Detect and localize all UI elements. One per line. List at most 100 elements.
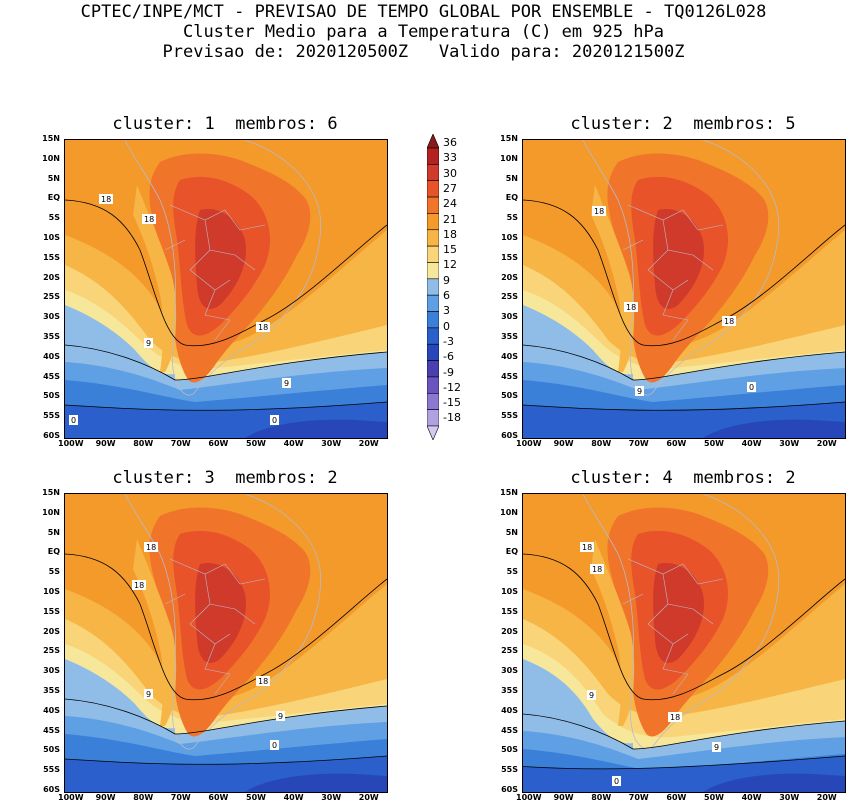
colorbar-swatch (426, 343, 440, 361)
lon-tick-label: 60W (666, 793, 687, 802)
svg-text:9: 9 (146, 690, 151, 699)
svg-text:18: 18 (724, 317, 734, 326)
lon-tick-label: 30W (779, 439, 800, 448)
lat-tick-label: 15N (42, 488, 60, 497)
colorbar-level-label: 33 (443, 151, 457, 165)
colorbar-level-label: 27 (443, 181, 457, 195)
contour-9 (523, 713, 845, 750)
colorbar-swatch (426, 392, 440, 410)
lon-tick-label: 70W (170, 439, 191, 448)
map-panel-2: 18 18 18 9 0 (522, 139, 846, 439)
contour-9 (523, 344, 845, 381)
cool-tongue (65, 305, 175, 384)
contour-18 (65, 199, 387, 347)
svg-text:18: 18 (101, 195, 111, 204)
lat-tick-label: 15S (43, 606, 60, 616)
colorbar-level-label: 9 (443, 273, 450, 287)
lon-tick-label: 30W (321, 793, 342, 802)
lon-tick-label: 30W (779, 793, 800, 802)
lat-tick-label: EQ (47, 193, 60, 203)
colorbar-level-label: -6 (443, 350, 454, 364)
lat-tick-label: 15N (500, 488, 518, 497)
colorbar-level-label: -3 (443, 334, 454, 348)
header-line-2: Cluster Medio para a Temperatura (C) em … (182, 22, 665, 42)
lat-tick-label: 40S (43, 351, 60, 361)
lat-tick-label: 15S (501, 252, 518, 262)
contour-0 (65, 755, 387, 765)
contour-label: 18 (142, 214, 156, 224)
contour-label: 18 (256, 676, 270, 686)
lon-tick-label: 70W (628, 439, 649, 448)
svg-text:9: 9 (146, 339, 151, 348)
coastline (124, 494, 322, 750)
colorbar-level-label: -9 (443, 365, 454, 379)
lon-tick-label: 100W (516, 439, 542, 448)
svg-text:9: 9 (637, 387, 642, 396)
coastline (582, 494, 780, 750)
colorbar-level-label: 3 (443, 304, 450, 318)
contour-label: 9 (587, 690, 596, 700)
coastline (124, 140, 322, 396)
svg-text:18: 18 (670, 713, 680, 722)
colorbar-swatch (426, 311, 440, 329)
lon-tick-label: 80W (591, 793, 612, 802)
lon-tick-label: 90W (553, 793, 574, 802)
contour-label: 9 (276, 711, 285, 721)
lon-tick-label: 80W (133, 439, 154, 448)
svg-text:18: 18 (626, 303, 636, 312)
lat-tick-label: EQ (505, 193, 518, 203)
contour-9 (65, 698, 387, 735)
country-borders (164, 558, 266, 695)
lat-tick-label: 5S (48, 567, 60, 577)
lat-tick-label: 10N (42, 507, 60, 517)
colorbar-level-label: 0 (443, 319, 450, 333)
colorbar-level-label: 24 (443, 197, 457, 211)
lat-tick-label: 40S (501, 705, 518, 715)
band-minus-3 (245, 773, 387, 792)
lat-tick-label: 35S (501, 686, 518, 695)
lat-tick-label: 10S (43, 233, 60, 242)
lat-tick-label: 10S (43, 587, 60, 596)
colorbar-swatch (426, 360, 440, 378)
svg-text:18: 18 (144, 215, 154, 224)
andes-cool (133, 185, 177, 372)
colorbar-swatch (426, 278, 440, 296)
lon-tick-label: 70W (628, 793, 649, 802)
colorbar-swatch (426, 294, 440, 312)
lon-tick-label: 70W (170, 793, 191, 802)
band-minus-3 (703, 419, 845, 438)
lon-tick-label: 100W (58, 439, 84, 448)
lat-tick-label: EQ (505, 547, 518, 557)
svg-text:0: 0 (614, 777, 619, 786)
lon-tick-label: 30W (321, 439, 342, 448)
colorbar-swatch (426, 327, 440, 345)
map-panel-1: 18 18 18 9 9 0 0 (64, 139, 388, 439)
contour-label: 0 (270, 740, 279, 750)
contour-label: 0 (270, 415, 279, 425)
lat-tick-label: 55S (43, 765, 60, 775)
contour-label: 0 (612, 776, 621, 786)
lat-tick-label: 5N (47, 173, 60, 183)
lat-tick-label: 20S (501, 626, 518, 636)
lon-tick-label: 90W (553, 439, 574, 448)
lat-tick-label: 5S (506, 567, 518, 577)
contour-label: 18 (624, 302, 638, 312)
colorbar-swatch (426, 409, 440, 427)
colorbar-swatch (426, 229, 440, 247)
svg-text:18: 18 (258, 677, 268, 686)
lat-tick-label: 45S (501, 371, 518, 381)
coastline (582, 140, 780, 396)
temperature-field: 18 18 18 9 0 (523, 140, 845, 438)
svg-text:0: 0 (272, 741, 277, 750)
lon-tick-label: 100W (58, 793, 84, 802)
lat-tick-label: 25S (501, 646, 518, 656)
colorbar-level-label: -12 (443, 380, 461, 394)
lon-tick-label: 80W (133, 793, 154, 802)
country-borders (622, 558, 724, 695)
svg-text:9: 9 (284, 379, 289, 388)
lat-tick-label: 10N (42, 153, 60, 163)
lat-tick-label: 20S (43, 626, 60, 636)
lon-tick-label: 20W (816, 439, 837, 448)
lat-tick-label: 35S (43, 686, 60, 695)
colorbar-level-label: 30 (443, 166, 457, 180)
